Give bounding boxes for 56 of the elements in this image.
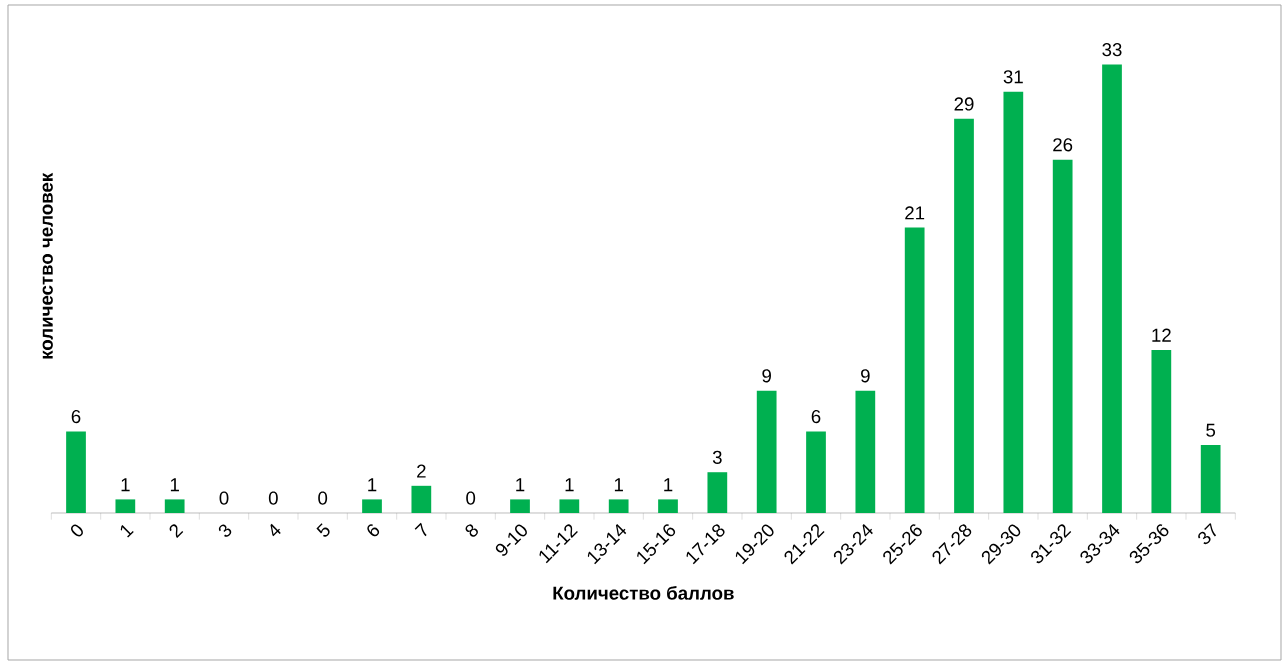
x-tick-label: 3 [218, 524, 232, 537]
bar [362, 499, 382, 513]
data-label: 0 [219, 491, 229, 505]
x-tick-label: 2 [169, 524, 184, 539]
data-label: 6 [811, 409, 821, 424]
x-tick-label: 1 [120, 525, 134, 538]
bar [1003, 91, 1024, 513]
data-label: 21 [905, 206, 925, 220]
x-tick-label: 7 [414, 522, 427, 537]
data-label: 6 [71, 409, 81, 424]
x-tick-label: 8 [465, 524, 478, 537]
data-label: 1 [565, 478, 574, 492]
data-label: 3 [712, 450, 722, 464]
x-axis-title: Количество баллов [553, 585, 734, 600]
bar [1052, 159, 1073, 513]
x-tick-label: 37 [1198, 522, 1217, 545]
data-label: 0 [318, 491, 328, 505]
y-axis-title: количество человек [42, 172, 53, 359]
data-label: 9 [861, 369, 870, 383]
x-tick-label: 4 [270, 523, 281, 537]
bar [904, 227, 925, 513]
bar [66, 431, 86, 513]
bar [658, 499, 678, 513]
bar [806, 431, 826, 513]
data-label: 1 [121, 478, 130, 492]
data-label: 1 [368, 478, 377, 492]
x-tick-label: 0 [71, 524, 83, 537]
x-tick-label: 6 [367, 524, 380, 537]
bar [756, 390, 777, 513]
bar [1151, 349, 1172, 513]
data-label: 29 [954, 97, 974, 111]
data-label: 0 [268, 491, 278, 505]
bar [1102, 64, 1122, 513]
bar [510, 499, 530, 513]
bar [855, 390, 876, 513]
bar [1200, 445, 1221, 513]
bar [608, 499, 629, 513]
bar [115, 499, 136, 513]
bar [707, 472, 728, 513]
data-label: 1 [516, 478, 525, 492]
bar [411, 485, 432, 513]
data-label: 9 [762, 369, 771, 383]
data-label: 33 [1102, 43, 1122, 57]
data-label: 1 [170, 478, 179, 492]
data-label: 0 [466, 491, 476, 505]
data-label: 26 [1053, 138, 1073, 152]
x-tick-label: 5 [316, 523, 330, 537]
data-label: 5 [1206, 423, 1216, 437]
data-label: 2 [417, 464, 426, 478]
data-label: 1 [664, 478, 673, 492]
data-label: 12 [1152, 328, 1171, 342]
bar [164, 499, 185, 513]
bar [559, 499, 580, 513]
data-label: 1 [614, 478, 623, 492]
data-label: 31 [1003, 70, 1023, 84]
bar [954, 118, 974, 513]
